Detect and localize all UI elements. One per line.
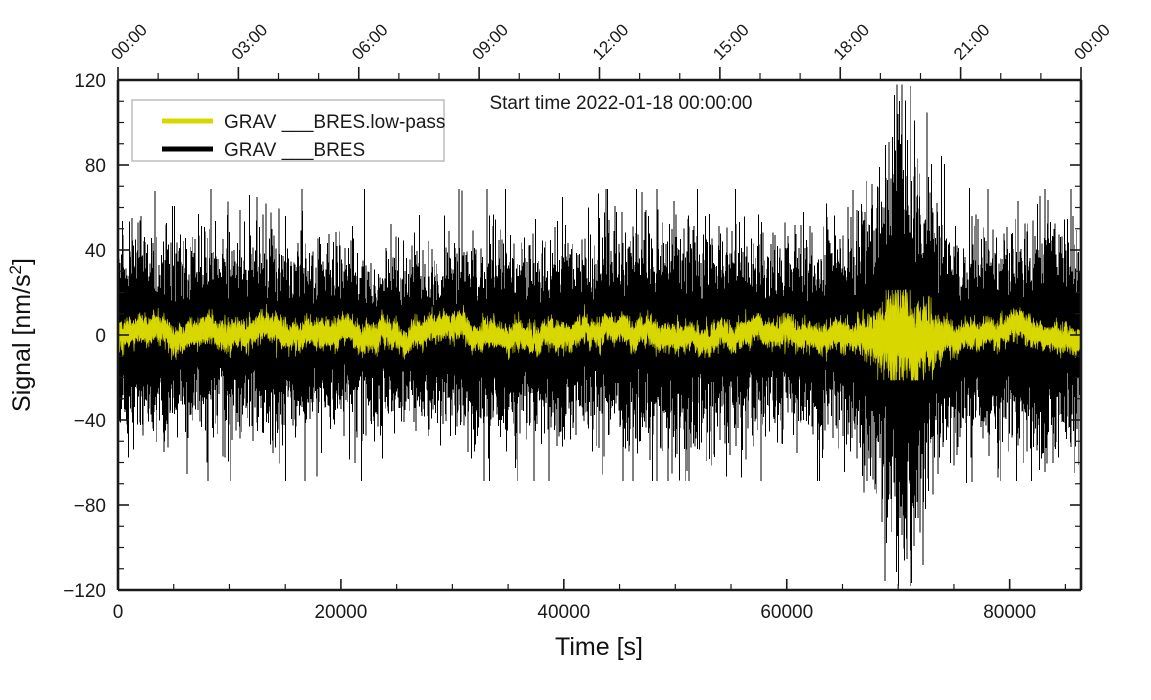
top-tick-label: 06:00 — [348, 20, 392, 64]
x-axis-title: Time [s] — [555, 633, 643, 661]
top-axis-tick-labels: 00:00 03:00 06:00 09:00 12:00 15:00 18:00 21:00… — [107, 20, 1114, 64]
y-tick-label: 80 — [85, 156, 106, 177]
y-axis-title: Signal [nm/s2] — [6, 258, 37, 412]
top-tick-label: 15:00 — [709, 20, 753, 64]
y-axis-tick-labels: 120 80 40 0 −40 −80 −120 — [63, 71, 106, 602]
x-axis-tick-labels: 0 20000 40000 60000 80000 — [113, 602, 1036, 623]
y-tick-label: −120 — [63, 581, 106, 602]
y-tick-label: 120 — [74, 71, 106, 92]
top-tick-label: 00:00 — [107, 20, 151, 64]
y-tick-label: −80 — [74, 496, 106, 517]
top-tick-label: 18:00 — [830, 20, 874, 64]
top-tick-label: 12:00 — [589, 20, 633, 64]
x-tick-label: 0 — [113, 602, 124, 623]
x-tick-label: 80000 — [983, 602, 1036, 623]
top-tick-label: 03:00 — [228, 20, 272, 64]
series-lowpass-signal — [118, 289, 1081, 381]
top-axis-ticks — [117, 67, 1082, 80]
top-tick-label: 00:00 — [1070, 20, 1114, 64]
legend-item-lowpass: GRAV ___BRES.low-pass — [162, 112, 445, 133]
legend-label-raw: GRAV ___BRES — [224, 140, 365, 161]
top-tick-label: 21:00 — [950, 20, 994, 64]
x-tick-label: 40000 — [537, 602, 590, 623]
y-tick-label: −40 — [74, 411, 106, 432]
y-tick-label: 40 — [85, 241, 106, 262]
x-tick-label: 20000 — [314, 602, 367, 623]
top-tick-label: 09:00 — [469, 20, 513, 64]
legend-item-raw: GRAV ___BRES — [162, 140, 365, 161]
legend-label-lowpass: GRAV ___BRES.low-pass — [224, 112, 445, 133]
lowpass-signal-path — [118, 289, 1081, 381]
y-tick-label: 0 — [95, 326, 106, 347]
x-tick-label: 60000 — [760, 602, 813, 623]
legend: GRAV ___BRES.low-pass GRAV ___BRES — [131, 99, 445, 162]
x-axis-ticks — [117, 579, 1066, 590]
y-axis-ticks — [118, 79, 1081, 591]
plot-title: Start time 2022-01-18 00:00:00 — [489, 93, 752, 114]
